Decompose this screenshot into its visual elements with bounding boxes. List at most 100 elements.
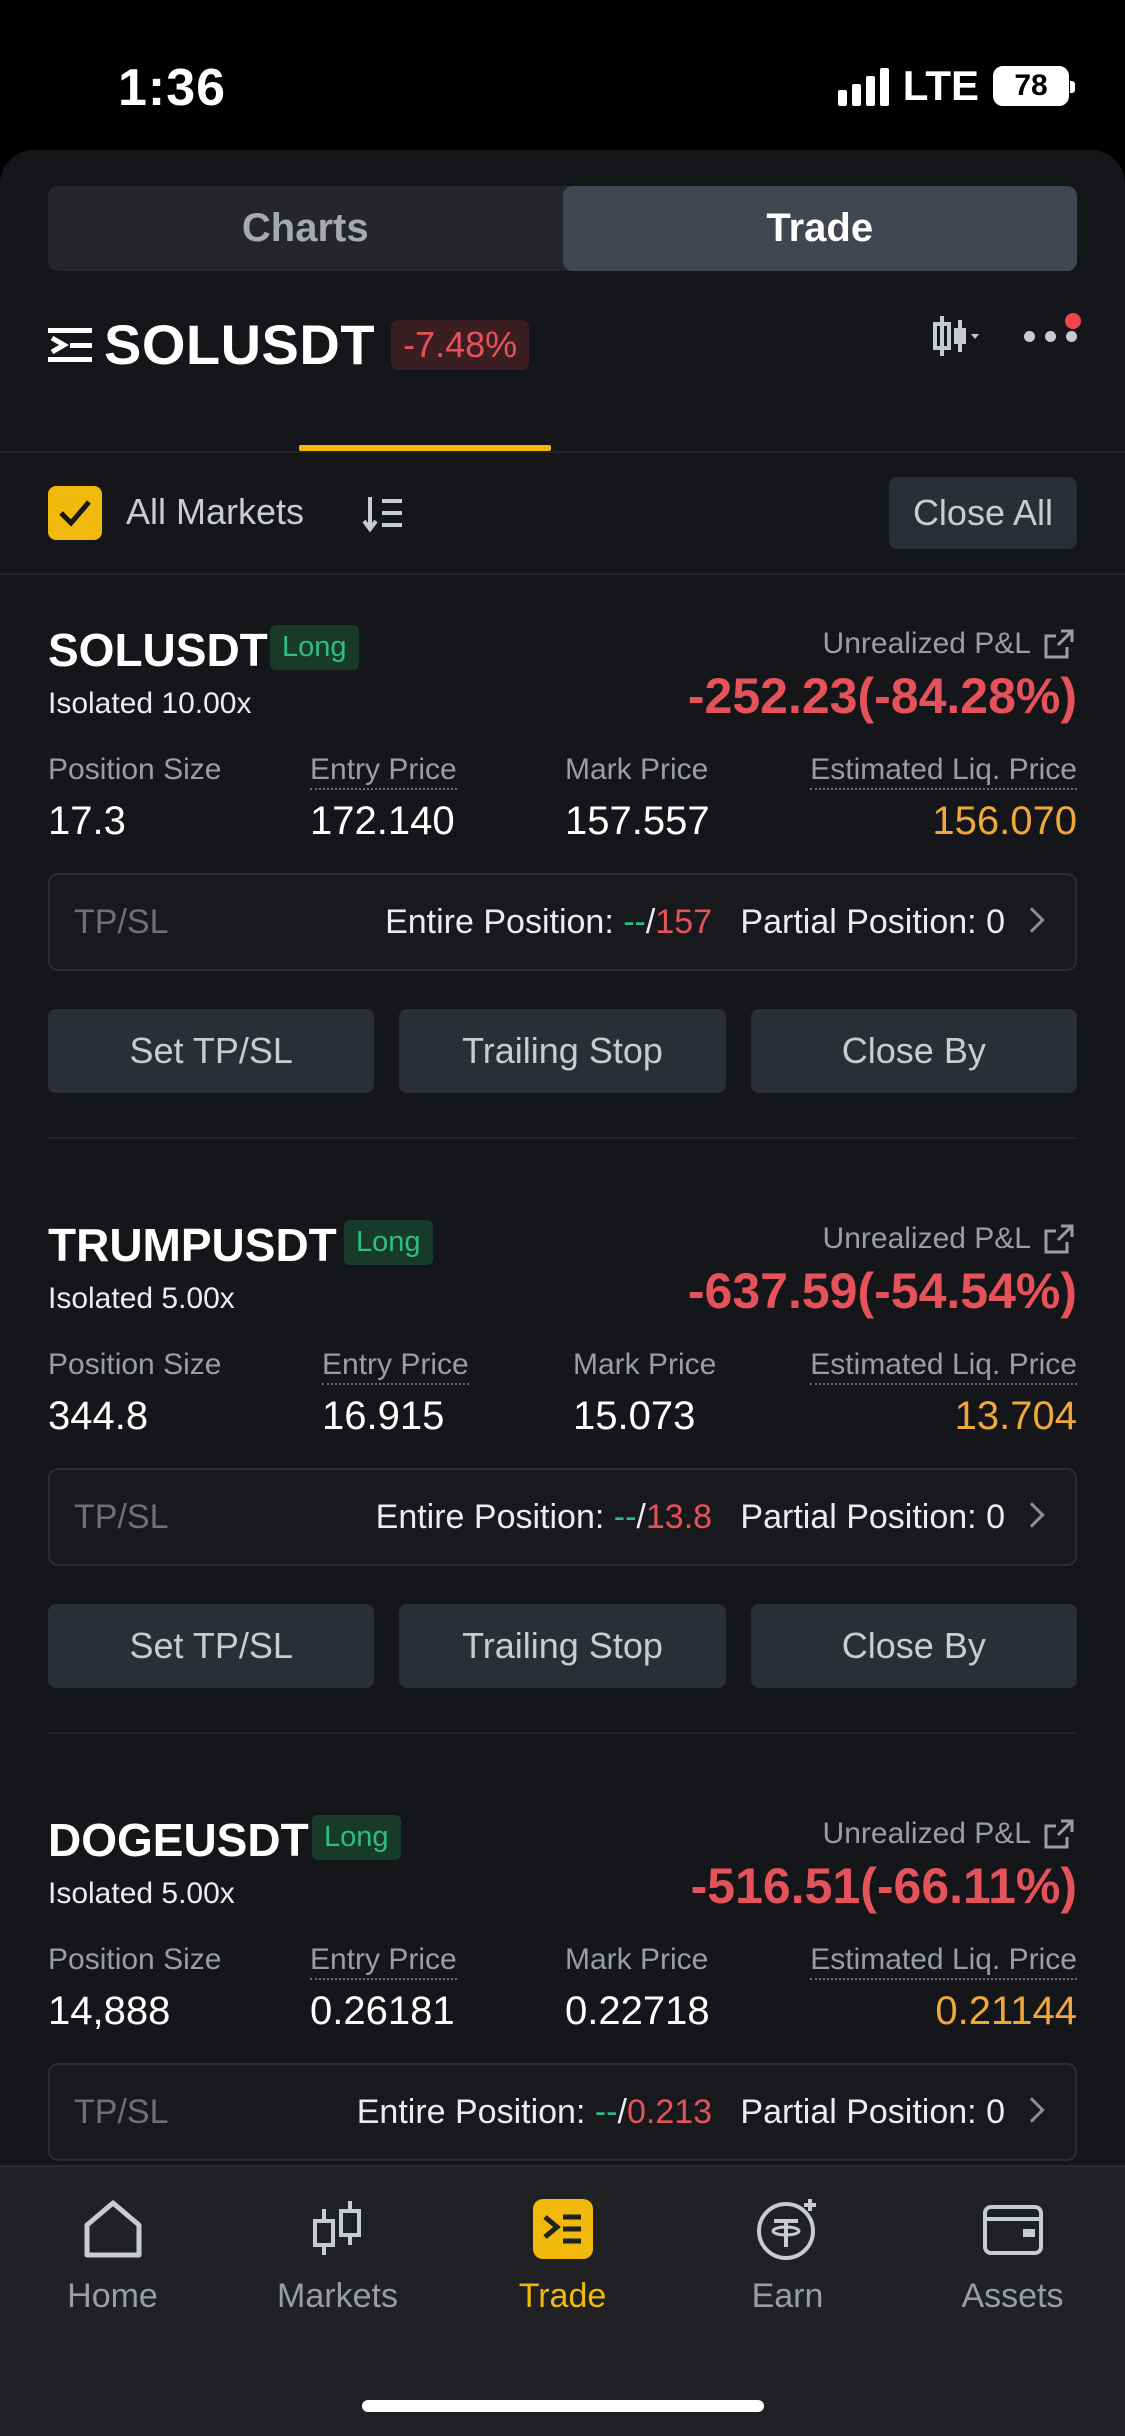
nav-assets[interactable]: Assets <box>900 2197 1125 2316</box>
battery-icon: 78 <box>993 66 1075 106</box>
tp-value: -- <box>594 2093 618 2131</box>
entry-price-label[interactable]: Entry Price <box>310 1943 457 1980</box>
tpsl-info: Entire Position: --/157 Partial Position… <box>385 903 1005 942</box>
liq-price-label[interactable]: Estimated Liq. Price <box>810 1348 1077 1385</box>
all-markets-label[interactable]: All Markets <box>126 491 305 532</box>
all-markets-checkbox[interactable] <box>48 486 102 540</box>
liq-price-value: 156.070 <box>932 799 1077 843</box>
share-icon[interactable] <box>1043 1818 1075 1850</box>
price-change-badge: -7.48% <box>391 319 530 370</box>
tab-charts[interactable]: Charts <box>241 206 369 250</box>
nav-markets-label: Markets <box>277 2277 398 2315</box>
network-type: LTE <box>902 62 979 109</box>
trade-icon <box>532 2199 593 2259</box>
divider <box>48 1137 1077 1139</box>
unrealized-pnl-label[interactable]: Unrealized P&L <box>823 627 1075 661</box>
position-size-label: Position Size <box>48 753 222 786</box>
set-tpsl-button[interactable]: Set TP/SL <box>48 1604 375 1688</box>
status-time: 1:36 <box>118 59 227 117</box>
trailing-stop-button[interactable]: Trailing Stop <box>399 1009 726 1093</box>
partial-position: Partial Position: 0 <box>740 2093 1005 2131</box>
mark-price-label: Mark Price <box>565 753 709 786</box>
pnl-label-text: Unrealized P&L <box>822 1222 1031 1255</box>
position-symbol[interactable]: TRUMPUSDT <box>48 1219 337 1271</box>
nav-earn-label: Earn <box>751 2277 824 2315</box>
sl-value: 157 <box>655 903 713 941</box>
tpsl-row[interactable]: TP/SL Entire Position: --/157 Partial Po… <box>48 873 1077 971</box>
liq-price: Estimated Liq. Price 156.070 <box>810 753 1077 844</box>
share-icon[interactable] <box>1043 1223 1075 1255</box>
unrealized-pnl-value: -516.51(-66.11%) <box>690 1858 1077 1914</box>
nav-markets[interactable]: Markets <box>225 2197 450 2316</box>
mark-price-label: Mark Price <box>565 1943 709 1976</box>
position-symbol[interactable]: SOLUSDT <box>48 624 268 676</box>
close-all-button[interactable]: Close All <box>888 477 1077 549</box>
position-side-badge: Long <box>270 625 359 670</box>
tpsl-row[interactable]: TP/SL Entire Position: --/13.8 Partial P… <box>48 1468 1077 1566</box>
unrealized-pnl-label[interactable]: Unrealized P&L <box>823 1222 1075 1256</box>
chart-icon[interactable] <box>930 310 982 362</box>
tab-trade[interactable]: Trade <box>562 186 1077 271</box>
nav-trade[interactable]: Trade <box>450 2197 675 2316</box>
filter-row: All Markets Close All <box>0 453 1125 573</box>
nav-home-label: Home <box>67 2277 158 2315</box>
mark-price: Mark Price 0.22718 <box>565 1943 710 2034</box>
chevron-right-icon <box>1019 907 1045 933</box>
tp-value: -- <box>613 1498 637 1536</box>
sl-value: 0.213 <box>626 2093 713 2131</box>
close-by-button[interactable]: Close By <box>750 1009 1077 1093</box>
pair-menu-icon[interactable] <box>48 326 92 364</box>
tpsl-separator: / <box>636 1498 646 1536</box>
tpsl-row[interactable]: TP/SL Entire Position: --/0.213 Partial … <box>48 2063 1077 2161</box>
unrealized-pnl-label[interactable]: Unrealized P&L <box>823 1817 1075 1851</box>
position-card: TRUMPUSDT Long Isolated 5.00x Unrealized… <box>0 1170 1125 1765</box>
chevron-right-icon <box>1019 2097 1045 2123</box>
tpsl-label: TP/SL <box>74 1498 169 1536</box>
entry-price-value: 16.915 <box>322 1394 445 1438</box>
share-icon[interactable] <box>1043 628 1075 660</box>
battery-level: 78 <box>1014 69 1048 102</box>
positions-tab-indicator <box>299 445 551 451</box>
liq-price-label[interactable]: Estimated Liq. Price <box>810 1943 1077 1980</box>
liq-price: Estimated Liq. Price 0.21144 <box>810 1943 1077 2034</box>
status-bar: 1:36 LTE 78 <box>0 0 1125 150</box>
home-icon <box>84 2200 141 2258</box>
nav-earn[interactable]: Earn <box>675 2197 900 2316</box>
divider <box>48 1732 1077 1734</box>
entire-position-label: Entire Position: <box>375 1498 614 1536</box>
mark-price-label: Mark Price <box>573 1348 717 1381</box>
entry-price: Entry Price 172.140 <box>310 753 457 844</box>
entry-price-label[interactable]: Entry Price <box>322 1348 469 1385</box>
mark-price: Mark Price 157.557 <box>565 753 710 844</box>
tpsl-info: Entire Position: --/13.8 Partial Positio… <box>376 1498 1005 1537</box>
home-indicator[interactable] <box>362 2400 764 2412</box>
entry-price-label[interactable]: Entry Price <box>310 753 457 790</box>
position-size: Position Size 17.3 <box>48 753 221 844</box>
signal-icon <box>837 66 889 106</box>
nav-home[interactable]: Home <box>0 2197 225 2316</box>
nav-assets-label: Assets <box>961 2277 1064 2315</box>
close-by-button[interactable]: Close By <box>750 1604 1077 1688</box>
more-icon[interactable] <box>1024 312 1081 342</box>
position-size: Position Size 344.8 <box>48 1348 221 1439</box>
pair-header[interactable]: SOLUSDT -7.48% <box>48 312 530 377</box>
tpsl-info: Entire Position: --/0.213 Partial Positi… <box>357 2093 1005 2132</box>
chevron-right-icon <box>1019 1502 1045 1528</box>
charts-trade-toggle: Charts Trade <box>48 186 1077 271</box>
status-indicators: LTE 78 <box>837 62 1075 110</box>
set-tpsl-button[interactable]: Set TP/SL <box>48 1009 375 1093</box>
tpsl-separator: / <box>645 903 656 941</box>
wallet-icon <box>982 2205 1043 2255</box>
trailing-stop-button[interactable]: Trailing Stop <box>399 1604 726 1688</box>
liq-price-label[interactable]: Estimated Liq. Price <box>810 753 1077 790</box>
partial-position: Partial Position: 0 <box>740 903 1005 941</box>
header-actions <box>930 310 1081 362</box>
position-size: Position Size 14,888 <box>48 1943 221 2034</box>
sort-icon[interactable] <box>362 493 404 533</box>
entry-price: Entry Price 0.26181 <box>310 1943 457 2034</box>
margin-mode: Isolated 5.00x <box>48 1282 235 1315</box>
position-symbol[interactable]: DOGEUSDT <box>48 1814 309 1866</box>
liq-price-value: 0.21144 <box>935 1989 1077 2033</box>
position-size-value: 17.3 <box>48 799 126 843</box>
entry-price-value: 172.140 <box>310 799 455 843</box>
